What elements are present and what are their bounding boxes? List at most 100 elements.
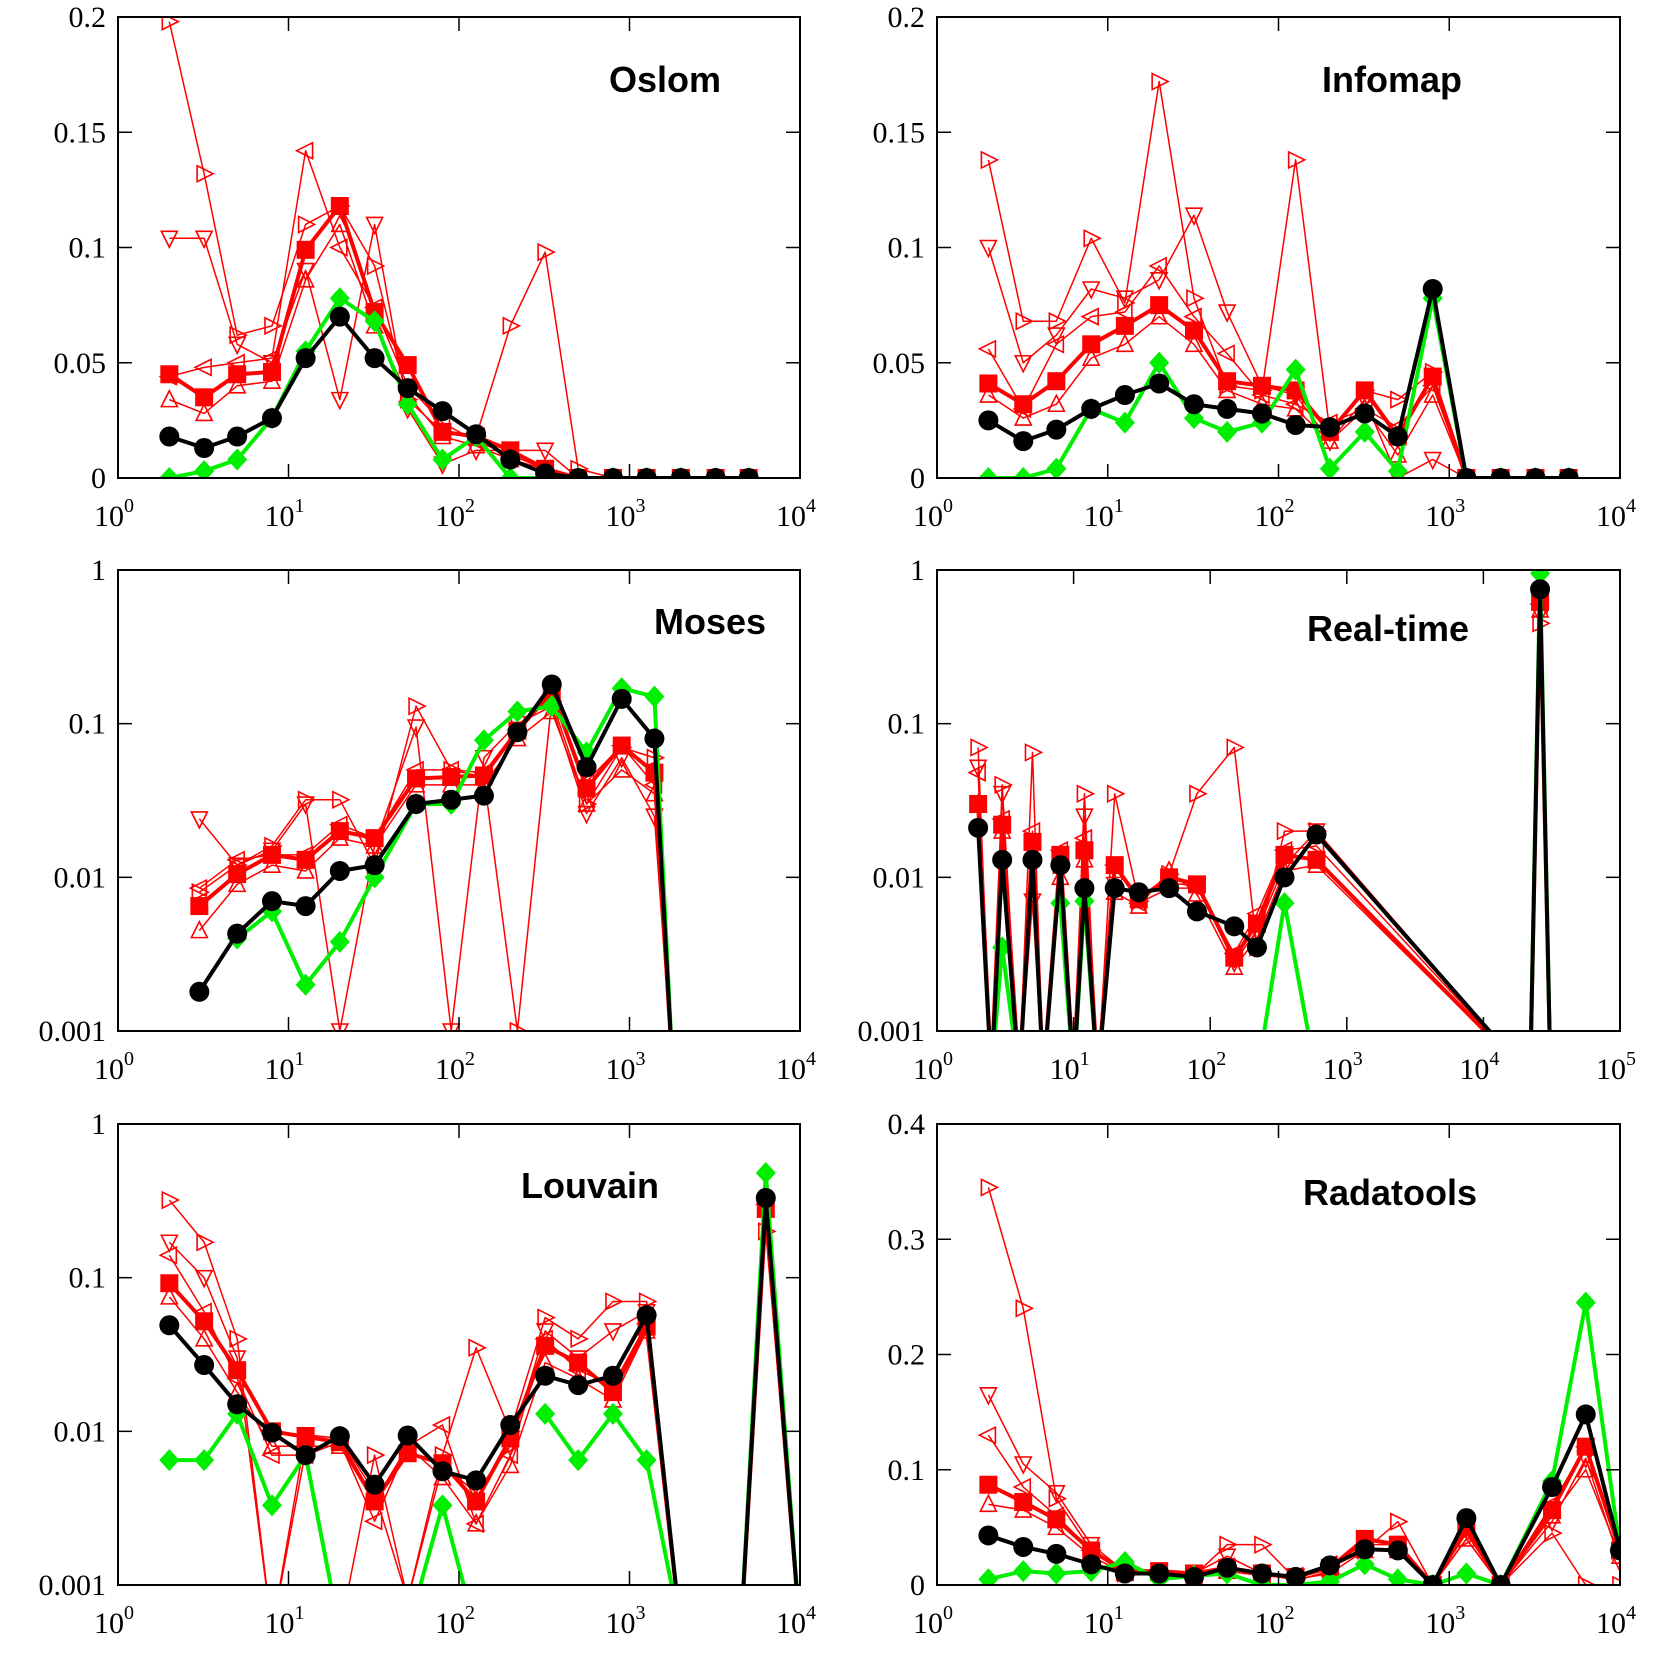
y-tick-label: 0.1: [888, 1454, 926, 1487]
series-line-tri-left: [977, 603, 1551, 1031]
black-circle-point: [406, 794, 427, 815]
tri-up-point: [1576, 1458, 1596, 1478]
x-tick-label: 101: [1084, 1602, 1124, 1640]
red-square-point: [1150, 296, 1169, 315]
tri-up-point: [979, 384, 998, 403]
black-circle-point: [1022, 849, 1043, 870]
y-tick-label: 0.1: [69, 232, 107, 265]
red-square-point: [228, 865, 247, 884]
black-circle-point: [1184, 394, 1205, 415]
tri-right-point: [509, 1021, 529, 1031]
y-tick-label: 0: [91, 462, 106, 495]
green-diamond-point: [602, 1402, 623, 1425]
x-tick-label: 101: [265, 1048, 305, 1086]
tri-left-point: [465, 1514, 484, 1534]
x-tick-label: 102: [435, 495, 475, 533]
tri-up-point: [194, 1328, 214, 1347]
black-circle-point: [397, 378, 418, 399]
green-diamond-point: [1319, 1570, 1340, 1585]
black-circle-point: [705, 468, 726, 478]
black-circle-point: [568, 1375, 589, 1396]
red-square-point: [1252, 376, 1271, 395]
tri-right-point: [970, 738, 989, 757]
red-square-point: [190, 897, 209, 916]
series-green-diamond: [159, 1161, 799, 1585]
red-square-point: [577, 779, 596, 798]
black-circle-point: [1184, 1566, 1205, 1585]
tri-down-point: [979, 239, 998, 259]
x-tick-label: 100: [913, 1048, 953, 1086]
red-square-point: [1543, 1501, 1562, 1520]
plot-area: [158, 1161, 799, 1585]
red-square-point: [1014, 395, 1033, 414]
tri-right-point: [366, 256, 386, 276]
tri-up-point: [1081, 347, 1101, 366]
black-circle-point: [329, 1426, 350, 1447]
tri-left-point: [1216, 344, 1235, 363]
tri-down-point: [194, 230, 214, 250]
series-tri-right: [161, 1190, 797, 1585]
black-circle-point: [644, 728, 665, 749]
series-line-tri-down: [977, 612, 1551, 1031]
green-diamond-point: [473, 729, 494, 752]
panel-title: Radatools: [1303, 1172, 1477, 1213]
tri-up-point: [501, 1454, 520, 1474]
y-tick-label: 0.1: [888, 232, 926, 265]
black-circle-point: [1575, 1404, 1596, 1425]
green-diamond-point: [1319, 457, 1340, 478]
tri-right-point: [161, 1190, 181, 1210]
series-green-diamond: [978, 1291, 1620, 1585]
series-black-circle: [978, 278, 1579, 478]
tri-right-point: [1287, 150, 1307, 170]
series-line-green-diamond: [988, 296, 1569, 478]
tri-right-point: [1015, 311, 1035, 331]
black-circle-point: [602, 1365, 623, 1386]
y-tick-label: 0: [910, 462, 925, 495]
red-square-point: [536, 1336, 555, 1355]
series-tri-right: [980, 72, 1580, 478]
red-square-point: [612, 736, 631, 755]
green-diamond-point: [1456, 1562, 1477, 1585]
black-circle-point: [1319, 1555, 1340, 1576]
tri-right-point: [1577, 1575, 1597, 1585]
y-tick-label: 0.1: [69, 708, 107, 741]
plot-frame: [117, 1123, 801, 1586]
tri-up-point: [160, 388, 179, 408]
x-tick-label: 103: [1425, 1602, 1465, 1640]
tri-down-point: [190, 811, 209, 830]
black-circle-point: [261, 408, 282, 429]
panel-radatools: 0 0.1 0.2 0.3 0.4 100 101 102 103 104 Radatools: [888, 1108, 1637, 1640]
green-diamond-point: [364, 310, 385, 333]
tri-right-point: [537, 242, 556, 262]
tri-right-point: [502, 316, 522, 336]
black-circle-point: [466, 1470, 487, 1491]
series-tri-left: [967, 594, 1551, 1031]
red-square-point: [1047, 1510, 1066, 1529]
series-black-circle: [189, 674, 673, 1031]
tri-up-point: [1184, 333, 1204, 353]
series-line-tri-left: [987, 265, 1569, 478]
tri-right-point: [264, 316, 283, 336]
green-diamond-point: [1354, 1553, 1375, 1576]
black-circle-point: [602, 468, 623, 478]
red-square-point: [1423, 367, 1442, 386]
series-tri-down: [190, 698, 671, 1031]
tri-down-point: [1149, 271, 1169, 291]
tri-down-point: [330, 391, 350, 411]
tri-right-point: [1151, 72, 1170, 91]
y-tick-label: 0.001: [39, 1015, 107, 1048]
black-circle-point: [329, 306, 350, 327]
green-diamond-point: [1046, 457, 1067, 478]
y-tick-label: 0.1: [69, 1262, 107, 1295]
black-circle-point: [397, 1425, 418, 1446]
red-square-point: [993, 815, 1012, 834]
black-circle-point: [1354, 1539, 1375, 1560]
tri-down-point: [160, 1234, 179, 1254]
series-black-circle: [978, 1404, 1620, 1585]
black-circle-point: [364, 348, 385, 369]
tri-up-point: [262, 854, 282, 873]
green-diamond-point: [329, 287, 350, 310]
series-line-green-diamond: [235, 686, 673, 1031]
tri-left-point: [329, 238, 348, 257]
y-tick-label: 1: [91, 1108, 106, 1141]
